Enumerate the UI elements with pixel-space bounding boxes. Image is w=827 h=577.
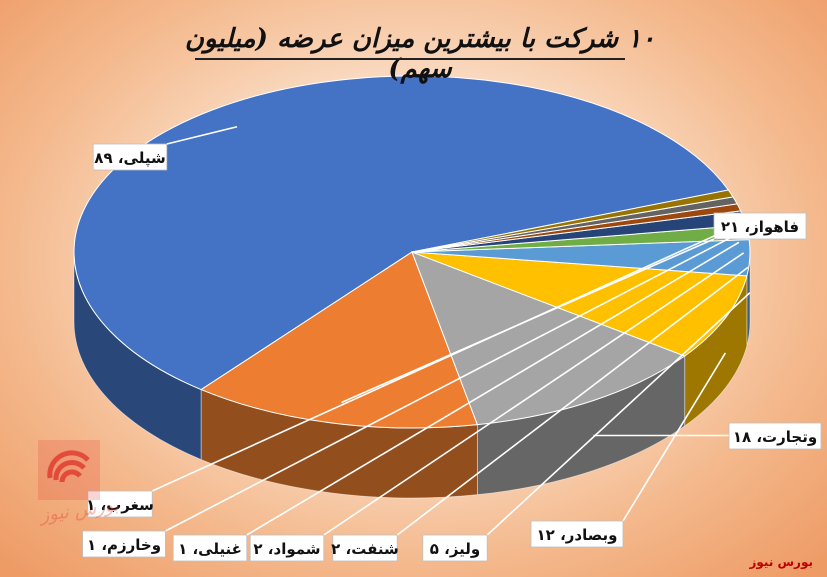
slice-9 [411,189,734,253]
leader-line-7 [246,241,740,536]
data-label-box-1 [713,212,807,240]
data-label-box-6 [249,534,325,562]
slice-3 [411,251,748,357]
data-label-box-5 [332,534,398,562]
data-label-7: غنیلی، ۱ [178,540,242,558]
title-underline [195,58,625,60]
source-label: بورس نیوز [749,555,813,569]
data-label-box-9 [87,490,153,518]
data-label-box-8 [82,530,166,558]
leader-line-9 [151,227,732,492]
leader-line-5 [396,266,749,536]
slice-0 [73,75,730,391]
slice-1 [200,251,479,429]
leader-line-8 [165,234,736,532]
leader-line-3 [622,352,727,522]
data-label-4: ولیز، ۵ [430,540,481,558]
chart-title: ۱۰ شرکت با بیشترین میزان عرضه (میلیون سه… [184,24,656,84]
leader-line-6 [323,252,745,536]
leader-line-4 [486,292,751,536]
data-label-9: سغرب، ۱ [86,496,154,514]
data-label-box-0 [92,143,168,171]
bourse-news-logo-icon [38,440,100,500]
data-label-1: فاهواز، ۲۱ [721,218,799,236]
data-label-6: شمواد، ۲ [253,540,320,558]
data-label-2: وتجارت، ۱۸ [733,428,817,446]
data-label-3: وبصادر، ۱۲ [537,526,618,544]
data-label-box-3 [530,520,624,548]
data-label-box-2 [728,422,822,450]
data-label-box-4 [422,534,488,562]
data-label-8: وخارزم، ۱ [87,536,161,554]
leader-line-0 [166,125,238,145]
data-label-5: شنفت، ۲ [331,540,399,558]
data-label-box-7 [172,534,248,562]
data-label-0: شپلی، ۸۹ [94,149,165,168]
